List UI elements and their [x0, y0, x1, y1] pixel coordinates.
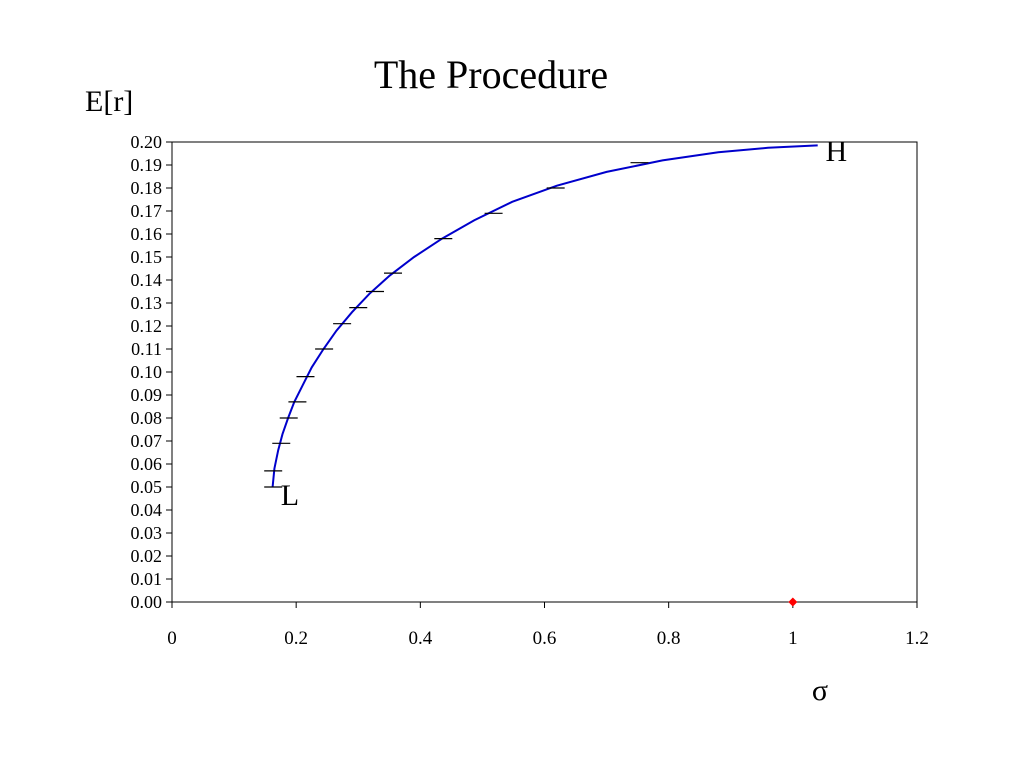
x-axis-title: σ [812, 674, 828, 707]
plot-area-frame [171, 141, 918, 603]
y-tick-label: 0.12 [131, 316, 163, 336]
series-layer [271, 144, 818, 488]
y-tick-label: 0.07 [131, 431, 163, 451]
y-tick-label: 0.20 [131, 132, 163, 152]
y-tick-label: 0.09 [131, 385, 163, 405]
y-tick-label: 0.08 [131, 408, 163, 428]
y-tick-label: 0.04 [131, 500, 163, 520]
y-tick-label: 0.18 [131, 178, 163, 198]
x-tick-label: 0 [167, 628, 177, 649]
y-tick-label: 0.13 [131, 293, 163, 313]
y-tick-label: 0.00 [131, 592, 163, 612]
y-axis: 0.00 0.01 0.02 0.03 0.04 0.05 0.06 0.07 0.08 0.09… [131, 132, 172, 612]
y-tick-label: 0.15 [131, 247, 163, 267]
x-tick-label: 0.8 [657, 628, 681, 649]
highlight-point [788, 597, 798, 607]
annotation-layer: LH [281, 135, 847, 512]
y-tick-label: 0.17 [131, 201, 163, 221]
point-label-L: L [281, 479, 299, 512]
y-tick-label: 0.10 [131, 362, 163, 382]
x-axis: 0 0.2 0.4 0.6 0.8 1 1.2 [167, 602, 929, 649]
y-tick-label: 0.14 [131, 270, 163, 290]
point-label-H: H [825, 135, 847, 168]
x-tick-label: 0.6 [533, 628, 557, 649]
y-axis-title: E[r] [85, 85, 133, 118]
x-tick-label: 1.2 [905, 628, 929, 649]
marker-layer [264, 162, 798, 607]
chart-title: The Procedure [374, 52, 608, 97]
y-tick-label: 0.11 [131, 339, 162, 359]
x-tick-label: 1 [788, 628, 798, 649]
x-tick-label: 0.4 [408, 628, 432, 649]
y-tick-label: 0.02 [131, 546, 163, 566]
y-tick-label: 0.03 [131, 523, 163, 543]
y-tick-label: 0.19 [131, 155, 163, 175]
y-tick-label: 0.01 [131, 569, 163, 589]
y-tick-label: 0.06 [131, 454, 163, 474]
frontier-line [271, 144, 818, 488]
x-tick-label: 0.2 [284, 628, 308, 649]
y-tick-label: 0.16 [131, 224, 163, 244]
y-tick-label: 0.05 [131, 477, 163, 497]
